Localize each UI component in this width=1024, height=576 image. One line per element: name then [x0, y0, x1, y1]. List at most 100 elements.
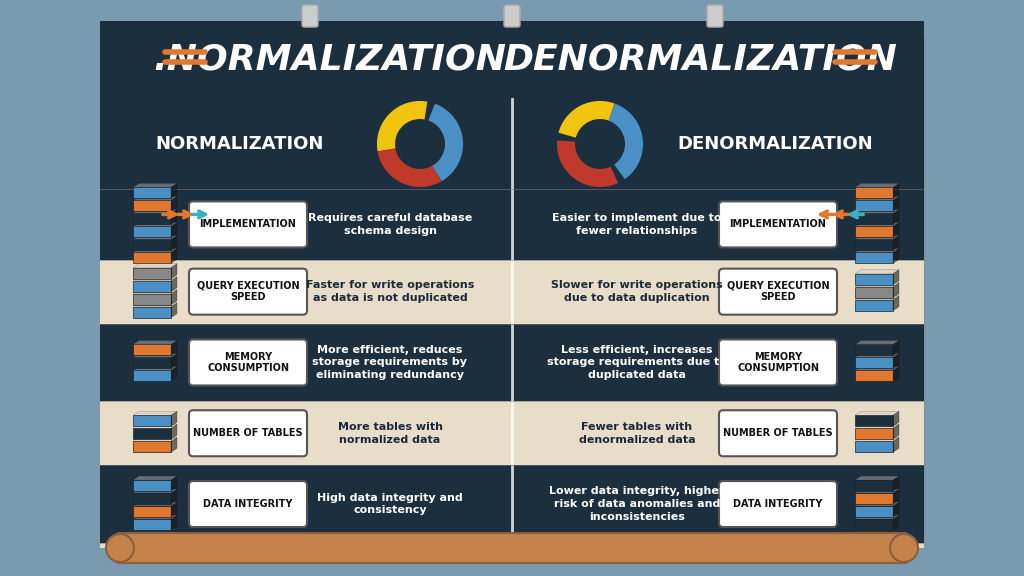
Text: QUERY EXECUTION
SPEED: QUERY EXECUTION SPEED	[727, 281, 829, 302]
FancyBboxPatch shape	[855, 415, 893, 426]
Polygon shape	[171, 502, 177, 517]
Polygon shape	[855, 354, 899, 358]
Circle shape	[890, 534, 918, 562]
FancyBboxPatch shape	[115, 533, 909, 563]
Polygon shape	[855, 236, 899, 240]
FancyBboxPatch shape	[719, 339, 837, 385]
Text: DENORMALIZATION: DENORMALIZATION	[503, 43, 897, 77]
Polygon shape	[855, 366, 899, 370]
Polygon shape	[171, 437, 177, 452]
Polygon shape	[855, 210, 899, 213]
Text: More efficient, reduces
storage requirements by
eliminating redundancy: More efficient, reduces storage requirem…	[312, 344, 468, 380]
FancyBboxPatch shape	[133, 506, 171, 517]
Text: NUMBER OF TABLES: NUMBER OF TABLES	[194, 429, 303, 438]
FancyBboxPatch shape	[133, 187, 171, 198]
FancyBboxPatch shape	[133, 213, 171, 225]
Polygon shape	[171, 210, 177, 225]
Polygon shape	[133, 366, 177, 370]
FancyBboxPatch shape	[855, 493, 893, 504]
Text: IMPLEMENTATION: IMPLEMENTATION	[729, 219, 826, 229]
Text: IMPLEMENTATION: IMPLEMENTATION	[200, 219, 296, 229]
FancyBboxPatch shape	[189, 410, 307, 456]
Polygon shape	[171, 183, 177, 198]
Polygon shape	[899, 46, 905, 531]
Text: Faster for write operations
as data is not duplicated: Faster for write operations as data is n…	[306, 281, 474, 303]
Text: DATA INTEGRITY: DATA INTEGRITY	[733, 499, 822, 509]
FancyBboxPatch shape	[855, 441, 893, 452]
Polygon shape	[855, 340, 899, 344]
Polygon shape	[855, 502, 899, 506]
Polygon shape	[855, 270, 899, 274]
FancyBboxPatch shape	[719, 481, 837, 527]
FancyBboxPatch shape	[855, 200, 893, 211]
FancyBboxPatch shape	[133, 306, 171, 317]
Polygon shape	[855, 295, 899, 300]
Polygon shape	[133, 476, 177, 480]
Polygon shape	[171, 425, 177, 439]
Polygon shape	[133, 425, 177, 429]
Polygon shape	[893, 196, 899, 211]
Polygon shape	[171, 264, 177, 279]
FancyBboxPatch shape	[719, 410, 837, 456]
Polygon shape	[133, 264, 177, 268]
FancyBboxPatch shape	[133, 441, 171, 452]
FancyBboxPatch shape	[855, 370, 893, 381]
FancyBboxPatch shape	[133, 358, 171, 369]
Polygon shape	[171, 248, 177, 263]
Polygon shape	[893, 502, 899, 517]
Polygon shape	[133, 196, 177, 200]
FancyBboxPatch shape	[302, 5, 318, 27]
Polygon shape	[171, 290, 177, 305]
Polygon shape	[893, 354, 899, 369]
Polygon shape	[855, 515, 899, 519]
FancyBboxPatch shape	[719, 202, 837, 248]
FancyBboxPatch shape	[189, 481, 307, 527]
FancyBboxPatch shape	[189, 339, 307, 385]
Polygon shape	[100, 189, 924, 260]
Polygon shape	[855, 489, 899, 493]
FancyBboxPatch shape	[133, 493, 171, 504]
Polygon shape	[100, 21, 924, 99]
Polygon shape	[133, 354, 177, 358]
FancyBboxPatch shape	[133, 519, 171, 530]
Polygon shape	[171, 476, 177, 491]
Polygon shape	[171, 489, 177, 504]
FancyBboxPatch shape	[855, 300, 893, 310]
Polygon shape	[100, 324, 924, 401]
Text: DENORMALIZATION: DENORMALIZATION	[677, 135, 872, 153]
Polygon shape	[893, 222, 899, 237]
Polygon shape	[893, 248, 899, 263]
FancyBboxPatch shape	[855, 519, 893, 530]
FancyBboxPatch shape	[133, 415, 171, 426]
Text: .NORMALIZATION: .NORMALIZATION	[154, 43, 507, 77]
Polygon shape	[133, 302, 177, 306]
Polygon shape	[893, 437, 899, 452]
FancyBboxPatch shape	[719, 268, 837, 314]
FancyBboxPatch shape	[855, 344, 893, 355]
Polygon shape	[893, 489, 899, 504]
Text: MEMORY
CONSUMPTION: MEMORY CONSUMPTION	[737, 352, 819, 373]
FancyBboxPatch shape	[133, 226, 171, 237]
Text: Slower for write operations
due to data duplication: Slower for write operations due to data …	[551, 281, 723, 303]
Polygon shape	[895, 36, 923, 541]
FancyBboxPatch shape	[855, 287, 893, 298]
Polygon shape	[893, 210, 899, 225]
Polygon shape	[171, 276, 177, 291]
Text: More tables with
normalized data: More tables with normalized data	[338, 422, 442, 445]
FancyBboxPatch shape	[133, 252, 171, 263]
Polygon shape	[171, 366, 177, 381]
FancyBboxPatch shape	[133, 370, 171, 381]
FancyBboxPatch shape	[504, 5, 520, 27]
Polygon shape	[893, 340, 899, 355]
FancyBboxPatch shape	[133, 200, 171, 211]
FancyBboxPatch shape	[855, 240, 893, 251]
Polygon shape	[171, 302, 177, 317]
FancyBboxPatch shape	[133, 240, 171, 251]
Polygon shape	[171, 515, 177, 530]
Polygon shape	[105, 46, 111, 531]
FancyBboxPatch shape	[707, 5, 723, 27]
FancyBboxPatch shape	[189, 268, 307, 314]
FancyBboxPatch shape	[855, 480, 893, 491]
Polygon shape	[100, 465, 924, 543]
FancyBboxPatch shape	[855, 274, 893, 285]
